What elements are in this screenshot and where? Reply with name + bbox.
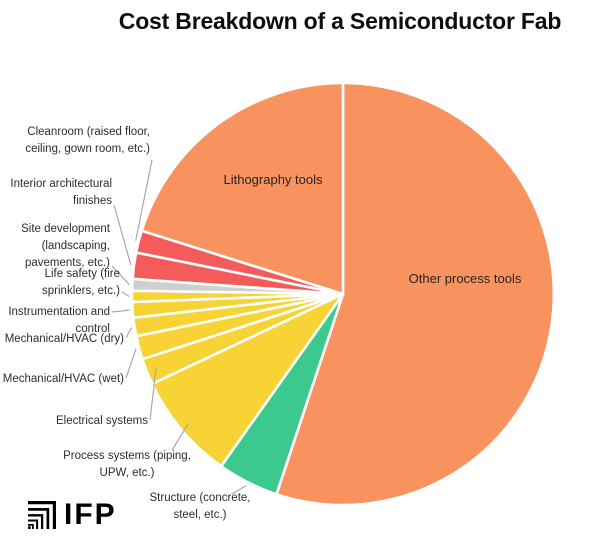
leader-line-mechanical-hvac-wet (125, 348, 137, 379)
ifp-logo: IFP (28, 498, 117, 531)
label-line: (landscaping, (41, 240, 110, 252)
label-site-development: Site development (landscaping, pavements… (21, 221, 110, 272)
label-interior-architectural-finishes: Interior architectural finishes (10, 176, 112, 210)
label-line: Electrical systems (55, 415, 148, 427)
label-line: Instrumentation and (8, 306, 110, 318)
label-line: Mechanical/HVAC (wet) (2, 373, 124, 385)
label-instrumentation-and-control: Instrumentation and control (8, 304, 110, 338)
chart-title: Cost Breakdown of a Semiconductor Fab (118, 8, 562, 34)
label-mechanical-hvac-dry: Mechanical/HVAC (dry) (5, 331, 124, 348)
label-life-safety: Life safety (fire sprinklers, etc.) (42, 266, 120, 300)
pie-slice-other-process-tools (275, 81, 556, 507)
label-electrical-systems: Electrical systems (56, 413, 148, 430)
leader-line-site-development-landscaping-pavements-etc (111, 265, 130, 286)
label-line: ceiling, gown room, etc.) (25, 143, 150, 155)
leader-line-structure-concrete-steel-etc (231, 485, 247, 495)
label-line: Interior architectural (10, 178, 112, 190)
label-line: steel, etc.) (173, 509, 227, 521)
leader-line-mechanical-hvac-dry (125, 327, 133, 339)
label-line: Cleanroom (raised floor, (27, 126, 150, 138)
label-line: pavements, etc.) (24, 257, 110, 269)
pie-slice-lithography-tools (140, 81, 345, 296)
leader-line-process-systems-piping-upw-etc (171, 422, 190, 451)
label-line: UPW, etc.) (99, 467, 155, 479)
label-line: sprinklers, etc.) (42, 285, 120, 297)
label-mechanical-hvac-wet: Mechanical/HVAC (wet) (3, 371, 124, 388)
label-process-systems: Process systems (piping, UPW, etc.) (37, 448, 217, 482)
label-line: control (75, 323, 110, 335)
label-line: Mechanical/HVAC (dry) (4, 333, 124, 345)
label-lithography-tools: Lithography tools (223, 172, 323, 187)
leader-line-cleanroom-raised-floor-ceiling-gown-room-etc (135, 159, 153, 241)
label-cleanroom: Cleanroom (raised floor, ceiling, gown r… (25, 124, 150, 158)
label-line: Site development (21, 223, 110, 235)
label-line: finishes (73, 195, 112, 207)
label-structure: Structure (concrete, steel, etc.) (112, 490, 288, 524)
label-line: Life safety (fire (44, 268, 120, 280)
label-line: Process systems (piping, (63, 450, 191, 462)
ifp-logo-mark-icon (28, 501, 56, 529)
leader-line-life-safety-fire-sprinklers-etc (121, 291, 130, 297)
ifp-logo-text: IFP (64, 498, 117, 531)
label-other-process-tools: Other process tools (408, 271, 522, 286)
leader-line-electrical-systems (149, 367, 157, 421)
pie-slice-process-systems-piping-upw-etc (150, 292, 345, 468)
label-line: Structure (concrete, (149, 492, 251, 504)
leader-line-interior-architectural-finishes (113, 204, 132, 266)
leader-line-instrumentation-and-control (111, 309, 130, 313)
